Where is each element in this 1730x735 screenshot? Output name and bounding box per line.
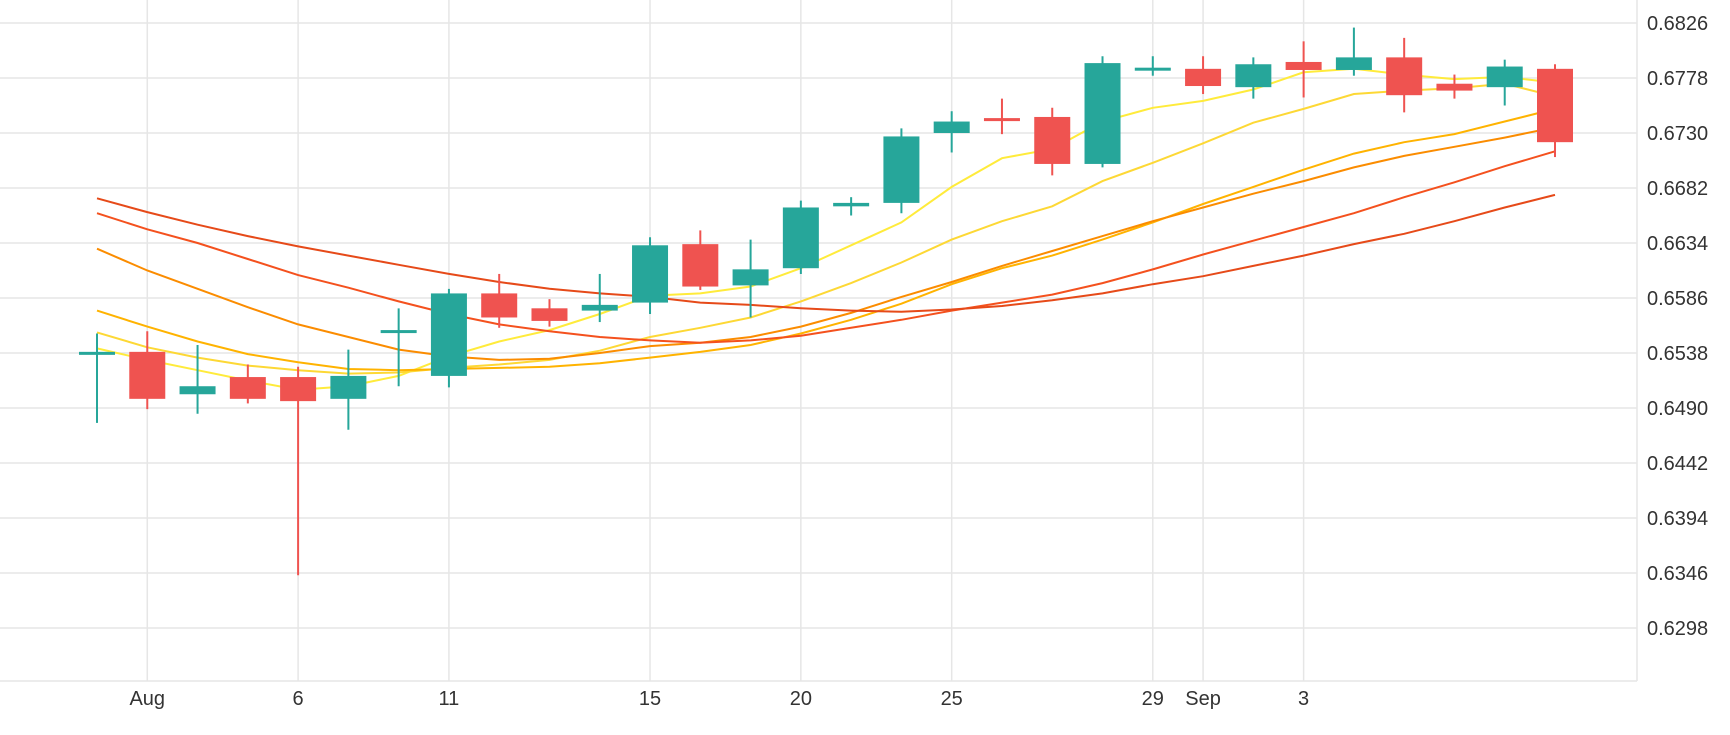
moving-average-layer <box>96 67 1556 391</box>
candle-body <box>1084 63 1121 164</box>
x-tick-label: 29 <box>1142 688 1164 710</box>
candle-body <box>883 136 920 203</box>
x-tick-label: 6 <box>293 688 304 710</box>
candle-body <box>129 351 166 399</box>
moving-average-line <box>96 67 1556 391</box>
candle-body <box>330 375 367 399</box>
candle-body <box>682 244 719 287</box>
candle <box>1034 107 1071 176</box>
x-tick-label: Aug <box>129 688 165 710</box>
candle <box>79 333 115 423</box>
candle-body <box>430 293 467 376</box>
candle-body <box>1537 68 1573 143</box>
candle-body <box>732 269 769 286</box>
candle <box>1436 74 1473 99</box>
moving-average-line <box>96 107 1556 372</box>
candle <box>782 200 819 274</box>
moving-average-line <box>96 193 1556 313</box>
candle <box>1134 56 1171 76</box>
candle-body <box>1285 61 1322 70</box>
candle-body <box>481 293 518 318</box>
candle-body <box>581 304 618 311</box>
candle <box>481 273 518 328</box>
candle <box>380 308 417 387</box>
candle <box>330 349 367 430</box>
candle <box>632 237 669 315</box>
candle <box>1335 27 1372 76</box>
candle-body <box>1335 57 1372 70</box>
candle-body <box>380 330 417 334</box>
candle-body <box>1034 116 1071 164</box>
x-tick-label: 15 <box>639 688 661 710</box>
x-tick-label: 25 <box>941 688 963 710</box>
y-tick-label: 0.6826 <box>1647 13 1708 35</box>
candle-body <box>833 202 870 207</box>
y-tick-label: 0.6730 <box>1647 123 1708 145</box>
candle-body <box>1235 64 1272 88</box>
y-tick-label: 0.6490 <box>1647 398 1708 420</box>
candle <box>833 197 870 216</box>
axis-layer: 0.6298 0.6346 0.6394 0.6442 0.6490 0.6538 0.65… <box>129 13 1708 710</box>
y-tick-label: 0.6298 <box>1647 618 1708 640</box>
y-tick-label: 0.6442 <box>1647 453 1708 475</box>
candle <box>581 273 618 323</box>
candle <box>1285 41 1322 98</box>
candle-body <box>280 377 317 402</box>
x-tick-label: 3 <box>1298 688 1309 710</box>
candle-body <box>1134 67 1171 71</box>
candle <box>883 128 920 214</box>
candle-body <box>179 386 216 395</box>
candle <box>933 111 970 153</box>
y-tick-label: 0.6586 <box>1647 288 1708 310</box>
candle-body <box>983 118 1020 122</box>
candle <box>129 331 166 410</box>
candle <box>179 344 216 414</box>
candle <box>732 239 769 318</box>
moving-average-line <box>96 82 1556 375</box>
candle-body <box>1386 57 1423 96</box>
candle <box>280 366 317 576</box>
y-tick-label: 0.6346 <box>1647 563 1708 585</box>
candle-body <box>1185 68 1222 87</box>
candle-body <box>782 207 819 269</box>
candle <box>531 299 568 327</box>
moving-average-line <box>96 150 1556 344</box>
candle <box>229 364 266 404</box>
y-tick-label: 0.6394 <box>1647 508 1708 530</box>
y-tick-label: 0.6634 <box>1647 233 1708 255</box>
moving-average-line <box>96 126 1556 361</box>
x-tick-label: 20 <box>790 688 812 710</box>
candle <box>1386 37 1423 113</box>
candle <box>682 230 719 290</box>
grid-layer <box>0 0 1638 682</box>
candle-body <box>1436 83 1473 91</box>
x-tick-label: Sep <box>1185 688 1221 710</box>
candle-body <box>933 121 970 133</box>
y-tick-label: 0.6682 <box>1647 178 1708 200</box>
y-tick-label: 0.6538 <box>1647 343 1708 365</box>
candle <box>430 288 467 388</box>
candle-body <box>632 245 669 303</box>
candle-body <box>531 308 568 321</box>
candle <box>1185 56 1222 95</box>
candle-body <box>1486 66 1523 88</box>
candle-body <box>79 351 115 355</box>
candle <box>1084 56 1121 168</box>
candle <box>1537 64 1573 158</box>
candle <box>983 98 1020 135</box>
x-tick-label: 11 <box>439 688 460 710</box>
candle <box>1486 59 1523 106</box>
candle-layer <box>79 27 1573 576</box>
y-tick-label: 0.6778 <box>1647 68 1708 90</box>
candle <box>1235 57 1272 99</box>
candle-body <box>229 377 266 399</box>
